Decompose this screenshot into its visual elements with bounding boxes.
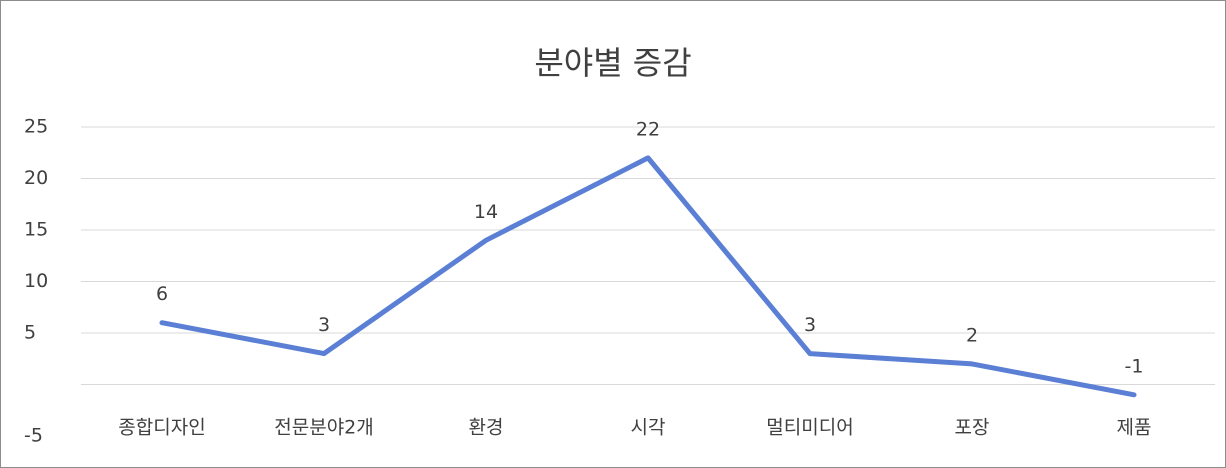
line-series <box>159 155 1137 398</box>
data-label: 2 <box>966 324 978 346</box>
x-tick-label: 멀티미디어 <box>766 417 853 439</box>
chart-title: 분야별 증감 <box>534 44 691 82</box>
x-tick-label: 환경 <box>469 417 504 439</box>
data-label: 14 <box>474 201 498 223</box>
y-tick-label: 15 <box>24 219 48 241</box>
x-tick-label: 포장 <box>955 417 990 439</box>
data-label: 6 <box>156 283 168 305</box>
x-tick-label: 시각 <box>631 417 666 439</box>
y-tick-label: 5 <box>24 322 36 344</box>
data-label: 3 <box>804 314 816 336</box>
data-label: 3 <box>318 314 330 336</box>
x-tick-label: 전문분야2개 <box>274 417 374 439</box>
x-tick-label: 제품 <box>1117 417 1152 439</box>
y-tick-label: 20 <box>24 167 48 189</box>
y-tick-label: 25 <box>24 116 48 138</box>
y-tick-label: -5 <box>24 425 43 447</box>
y-tick-label: 10 <box>24 270 48 292</box>
data-label: -1 <box>1125 355 1144 377</box>
data-label: 22 <box>636 118 660 140</box>
x-tick-label: 종합디자인 <box>118 417 205 439</box>
